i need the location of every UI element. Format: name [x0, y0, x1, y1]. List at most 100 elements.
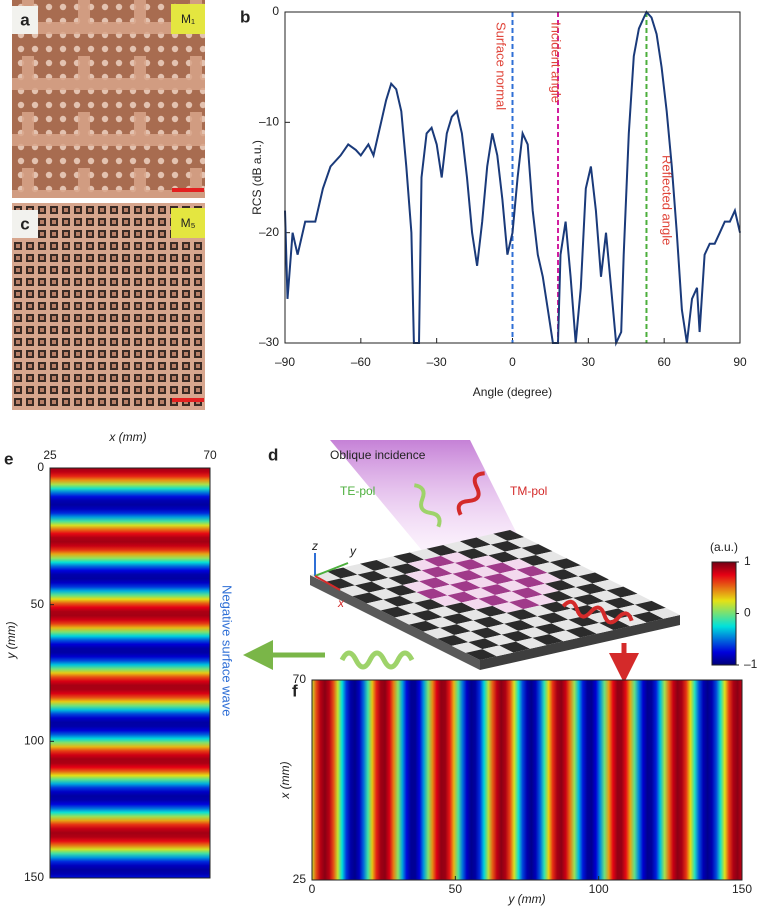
- checker: [483, 573, 515, 585]
- checker: [506, 609, 538, 621]
- checker: [519, 555, 550, 566]
- axis-name: y: [349, 544, 357, 558]
- panel-letter: f: [292, 681, 298, 700]
- checker: [521, 544, 553, 556]
- label-box: [12, 6, 38, 34]
- checker: [620, 593, 652, 605]
- checker: [402, 581, 434, 593]
- checker: [525, 594, 557, 606]
- te-label: TE-pol: [340, 484, 375, 498]
- checker: [407, 559, 439, 571]
- checker: [456, 620, 488, 632]
- x-tick-label: 90: [733, 355, 747, 369]
- checker: [433, 584, 465, 596]
- axis-name: z: [311, 539, 318, 553]
- heatmap: [49, 467, 211, 879]
- reference-label: Incident angle: [549, 22, 564, 103]
- checker: [632, 611, 664, 623]
- scale-bar: [172, 188, 204, 192]
- checker: [426, 545, 458, 556]
- checker: [516, 565, 548, 577]
- checker: [354, 581, 386, 593]
- checker: [634, 600, 666, 612]
- label-box: [12, 210, 38, 238]
- surface-wave: [339, 650, 415, 670]
- checker: [469, 566, 500, 578]
- checker: [454, 559, 486, 571]
- x-tick-label: 60: [657, 355, 671, 369]
- checker: [394, 613, 426, 625]
- checker: [449, 580, 481, 592]
- checker: [442, 613, 474, 625]
- reference-label: Reflected angle: [660, 155, 675, 245]
- x-tick-label: 70: [203, 448, 217, 462]
- y-tick-label: –30: [259, 335, 279, 349]
- checker: [376, 556, 408, 568]
- checker: [421, 566, 453, 578]
- checker: [435, 573, 467, 585]
- checker: [444, 602, 476, 614]
- checker: [544, 580, 576, 591]
- checker: [502, 558, 534, 570]
- checker: [490, 540, 522, 552]
- checker: [383, 595, 415, 607]
- checker: [507, 537, 539, 548]
- checker: [404, 570, 436, 582]
- colorbar-label: (a.u.): [710, 540, 738, 554]
- checker: [459, 609, 490, 621]
- checker: [488, 551, 520, 563]
- checker: [430, 595, 462, 607]
- checker: [493, 530, 525, 541]
- checker: [443, 541, 475, 553]
- x-tick-label: 0: [509, 355, 516, 369]
- checker: [530, 572, 562, 584]
- checker: [535, 551, 567, 563]
- checker: [542, 590, 574, 602]
- checker: [397, 602, 429, 614]
- x-tick-label: 0: [309, 882, 316, 896]
- checker: [409, 620, 440, 632]
- checker: [464, 587, 495, 599]
- checker: [423, 627, 455, 639]
- checker: [414, 599, 445, 611]
- colorbar-tick-label: 0: [744, 606, 751, 620]
- colorbar-tick-label: 1: [744, 554, 751, 568]
- diagram-title: Oblique incidence: [330, 448, 426, 462]
- checker: [440, 552, 472, 563]
- checker: [326, 567, 358, 579]
- y-axis-label: y (mm): [4, 621, 18, 659]
- checker: [393, 552, 425, 564]
- annotation: Negative surface wave: [220, 585, 235, 717]
- panel-letter: c: [20, 214, 29, 233]
- checker: [564, 565, 595, 577]
- scale-bar: [172, 398, 204, 402]
- checker: [528, 583, 560, 595]
- checker: [470, 627, 502, 639]
- y-tick-label: 0: [272, 4, 279, 18]
- checker: [487, 623, 519, 635]
- checker: [520, 616, 552, 628]
- checker: [466, 577, 498, 588]
- checker: [425, 617, 457, 628]
- checker: [424, 555, 455, 567]
- checker: [515, 637, 547, 649]
- checker: [589, 590, 621, 602]
- checker: [357, 570, 389, 582]
- checker: [492, 602, 524, 613]
- sample-label: M₅: [181, 216, 196, 230]
- checker: [511, 587, 543, 599]
- beam: [330, 440, 530, 560]
- checker: [374, 567, 405, 578]
- panel-letter: b: [240, 7, 250, 26]
- checker: [390, 563, 422, 575]
- checker: [549, 558, 581, 570]
- y-tick-label: –20: [259, 225, 279, 239]
- checker: [499, 569, 531, 581]
- checker: [428, 606, 460, 618]
- checker: [514, 576, 545, 588]
- tm-wave: [456, 471, 485, 516]
- checker: [497, 580, 529, 592]
- checker: [568, 615, 600, 627]
- panel-letter: d: [268, 445, 278, 464]
- x-tick-label: 50: [449, 882, 463, 896]
